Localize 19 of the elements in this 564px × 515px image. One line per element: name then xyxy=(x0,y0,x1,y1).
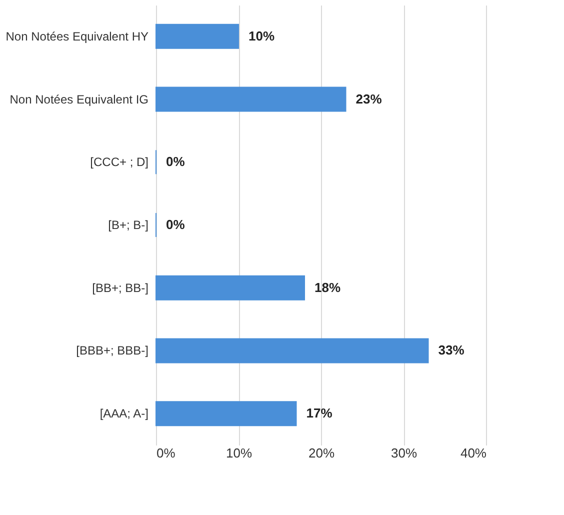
x-tick-label: 30% xyxy=(390,446,418,460)
y-tick-label: Non Notées Equivalent HY xyxy=(6,29,148,44)
y-tick-label: [CCC+ ; D] xyxy=(90,155,148,170)
data-label: 0% xyxy=(166,217,186,232)
data-label: 0% xyxy=(166,154,186,170)
x-tick-label: 40% xyxy=(460,446,487,460)
x-tick-label: 20% xyxy=(308,446,335,460)
x-tick-label: 0% xyxy=(156,446,176,460)
y-tick-label: [BB+; BB-] xyxy=(92,280,148,295)
y-tick-label: [BBB+; BBB-] xyxy=(76,344,148,358)
x-tick-label: 10% xyxy=(226,446,252,460)
y-tick-label: Non Notées Equivalent IG xyxy=(10,92,148,106)
y-tick-label: [AAA; A-] xyxy=(100,406,148,421)
data-label: 10% xyxy=(248,28,275,44)
data-label: 33% xyxy=(438,342,465,358)
data-label: 18% xyxy=(314,280,341,295)
y-tick-label: [B+; B-] xyxy=(108,218,148,232)
data-label: 23% xyxy=(356,91,382,106)
data-label: 17% xyxy=(306,406,333,421)
